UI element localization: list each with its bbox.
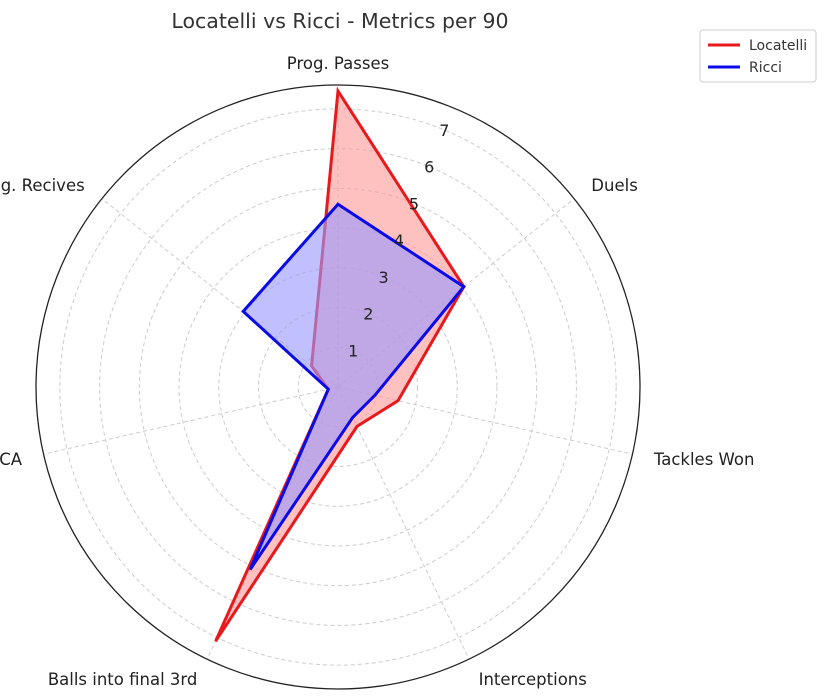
- grid-spoke: [43, 386, 339, 455]
- legend-box: [699, 29, 817, 83]
- grid-spoke: [337, 386, 470, 660]
- legend-label-ricci: Ricci: [749, 60, 782, 76]
- tick-label: 6: [424, 158, 434, 177]
- axis-label: Tackles Won: [653, 450, 755, 469]
- tick-label: 1: [348, 341, 358, 360]
- tick-label: 3: [379, 268, 389, 287]
- axis-label: Interceptions: [479, 670, 587, 689]
- series-area-ricci: [243, 204, 464, 570]
- axis-label: GCA: [0, 450, 23, 469]
- axis-labels: Prog. Passes Duels Tackles Won Interception…: [0, 54, 754, 689]
- radar-series: [214, 86, 467, 643]
- series-line-ricci: [241, 202, 467, 571]
- tick-label: 7: [439, 121, 449, 140]
- chart-title: Locatelli vs Ricci - Metrics per 90: [171, 9, 508, 33]
- axis-label: Duels: [591, 176, 638, 195]
- tick-label: 4: [394, 231, 404, 250]
- axis-label: Prog. Passes: [287, 54, 389, 73]
- grid-circle: [178, 227, 498, 547]
- legend-label-locatelli: Locatelli: [749, 38, 807, 54]
- grid-circle: [138, 187, 538, 587]
- polar-frame: [35, 84, 641, 690]
- axis-label: Prog. Recives: [0, 176, 85, 195]
- legend: Locatelli Ricci: [699, 29, 817, 83]
- tick-label: 5: [409, 194, 419, 213]
- axis-label: Balls into final 3rd: [48, 670, 198, 689]
- tick-label: 2: [363, 305, 373, 324]
